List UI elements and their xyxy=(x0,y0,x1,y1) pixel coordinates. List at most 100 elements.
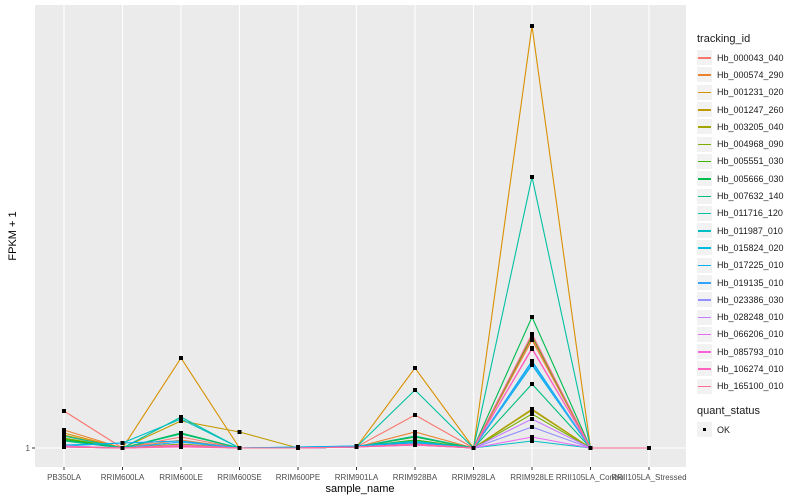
data-point xyxy=(179,435,183,439)
line-key-icon xyxy=(697,102,712,118)
line-key-icon xyxy=(697,119,712,135)
legend-tracking-id: tracking_id Hb_000043_040 Hb_000574_290 Hb… xyxy=(697,33,784,395)
line-key-icon xyxy=(697,361,712,377)
data-point xyxy=(588,446,593,450)
legend-item: Hb_004968_090 xyxy=(697,135,784,152)
legend-label: Hb_003205_040 xyxy=(717,121,784,132)
legend-label: Hb_001231_020 xyxy=(717,87,784,98)
legend-item: Hb_011716_120 xyxy=(697,205,784,222)
line-key-icon xyxy=(697,188,712,204)
y-tick-label: 1 xyxy=(26,444,31,453)
data-point xyxy=(62,445,66,449)
line-key-icon xyxy=(697,171,712,187)
legend-label: Hb_085793_010 xyxy=(717,346,784,357)
legend-title-quant-status: quant_status xyxy=(697,405,760,417)
data-point xyxy=(530,435,534,439)
data-point xyxy=(530,347,534,351)
line-key-icon xyxy=(697,257,712,273)
data-point xyxy=(62,409,66,413)
x-tick-label: RRII105LA_Control xyxy=(556,473,626,482)
data-point xyxy=(413,434,417,438)
x-tick-label: RRIM928LA xyxy=(452,473,496,482)
data-point xyxy=(530,425,534,429)
data-point xyxy=(120,446,125,450)
legend-label: Hb_004968_090 xyxy=(717,139,784,150)
legend-item: Hb_000043_040 xyxy=(697,49,784,66)
x-tick-label: RRIM928LE xyxy=(510,473,554,482)
legend-item: Hb_023386_030 xyxy=(697,291,784,308)
legend-item: Hb_019135_010 xyxy=(697,274,784,291)
legend-label: Hb_017225_010 xyxy=(717,260,784,271)
data-point xyxy=(179,432,183,436)
legend-item: Hb_001231_020 xyxy=(697,84,784,101)
legend-item: Hb_001247_260 xyxy=(697,101,784,118)
data-point xyxy=(179,444,183,448)
legend-label: Hb_000574_290 xyxy=(717,69,784,80)
legend-quant-status: quant_status OK xyxy=(697,405,760,438)
data-point xyxy=(530,408,534,412)
data-point xyxy=(530,439,534,443)
legend-label: Hb_007632_140 xyxy=(717,191,784,202)
line-key-icon xyxy=(697,50,712,66)
legend-item: Hb_066206_010 xyxy=(697,326,784,343)
x-axis-title: sample_name xyxy=(325,483,394,495)
data-point xyxy=(62,428,66,432)
legend-item: Hb_000574_290 xyxy=(697,66,784,83)
data-point xyxy=(530,332,534,336)
line-key-icon xyxy=(697,292,712,308)
legend-item: Hb_005666_030 xyxy=(697,170,784,187)
legend-label: Hb_106274_010 xyxy=(717,363,784,374)
legend-item: Hb_028248_010 xyxy=(697,308,784,325)
legend-item: Hb_085793_010 xyxy=(697,343,784,360)
data-point xyxy=(530,361,534,365)
line-key-icon xyxy=(697,153,712,169)
data-point xyxy=(179,417,183,421)
line-key-icon xyxy=(697,378,712,394)
legend-label: Hb_005666_030 xyxy=(717,173,784,184)
data-point xyxy=(354,445,359,449)
legend-label: Hb_000043_040 xyxy=(717,52,784,63)
line-key-icon xyxy=(697,309,712,325)
legend-title: tracking_id xyxy=(697,33,751,45)
x-tick-label: RRIM901LA xyxy=(335,473,379,482)
line-key-icon xyxy=(697,344,712,360)
data-point xyxy=(62,434,66,438)
data-point xyxy=(530,338,534,342)
data-point xyxy=(530,175,534,179)
legend-label: Hb_019135_010 xyxy=(717,277,784,288)
x-tick-label: RRIM600PE xyxy=(276,473,320,482)
x-tick-label: RRIM600LE xyxy=(159,473,203,482)
legend-label: Hb_023386_030 xyxy=(717,294,784,305)
legend-item: Hb_005551_030 xyxy=(697,153,784,170)
plot-panel xyxy=(35,5,686,467)
point-key-icon xyxy=(697,422,712,438)
line-key-icon xyxy=(697,84,712,100)
legend-item-ok: OK xyxy=(697,421,760,438)
line-key-icon xyxy=(697,223,712,239)
legend-label: Hb_028248_010 xyxy=(717,312,784,323)
legend-label: Hb_165100_010 xyxy=(717,381,784,392)
legend-item: Hb_003205_040 xyxy=(697,118,784,135)
legend-item: Hb_165100_010 xyxy=(697,378,784,395)
legend-label: Hb_015824_020 xyxy=(717,242,784,253)
legend-label: Hb_005551_030 xyxy=(717,156,784,167)
data-point xyxy=(179,356,183,360)
x-tick-label: RRII105LA_Stressed xyxy=(611,473,686,482)
legend-label: Hb_066206_010 xyxy=(717,329,784,340)
x-tick-label: RRIM600SE xyxy=(217,473,261,482)
line-key-icon xyxy=(697,240,712,256)
line-key-icon xyxy=(697,326,712,342)
data-point xyxy=(530,24,534,28)
x-tick-label: RRIM600LA xyxy=(101,473,145,482)
data-point xyxy=(530,412,534,416)
legend-item: Hb_017225_010 xyxy=(697,257,784,274)
line-key-icon xyxy=(697,275,712,290)
data-point xyxy=(647,446,651,450)
data-point xyxy=(530,417,534,421)
x-tick-label: RRIM928BA xyxy=(393,473,438,482)
data-point xyxy=(179,440,183,444)
legend-item: Hb_106274_010 xyxy=(697,360,784,377)
data-point xyxy=(413,366,417,370)
data-point xyxy=(413,430,417,434)
